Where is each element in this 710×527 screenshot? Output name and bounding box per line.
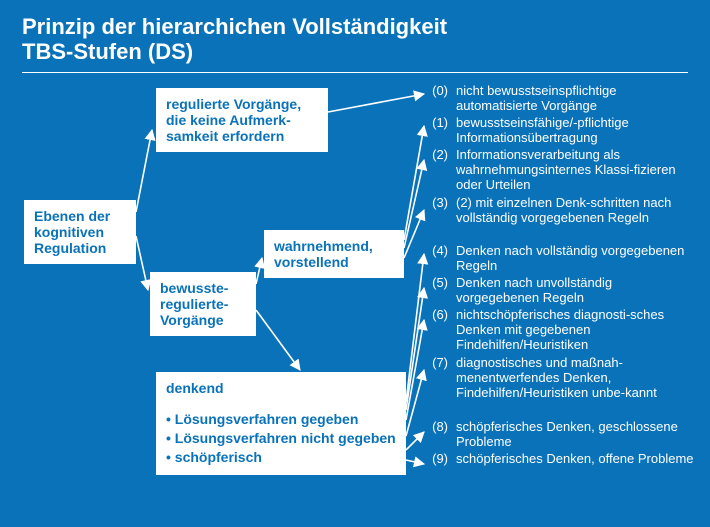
box-unregulated: regulierte Vorgänge, die keine Aufmerk-s… xyxy=(156,88,328,152)
level-text: nicht bewusstseinspflichtige automatisie… xyxy=(456,84,694,114)
title-line-1: Prinzip der hierarchichen Vollständigkei… xyxy=(22,14,447,39)
arrow xyxy=(404,126,424,240)
level-text: nichtschöpferisches diagnosti-sches Denk… xyxy=(456,308,694,353)
level-item: (3) (2) mit einzelnen Denk-schritten nach… xyxy=(428,196,694,226)
arrow xyxy=(404,160,424,248)
level-number: (8) xyxy=(428,420,448,450)
level-item: (2) Informationsverarbeitung als wahrnehm… xyxy=(428,148,694,193)
level-item: (4) Denken nach vollständig vorgegebenen … xyxy=(428,244,694,274)
level-text: schöpferisches Denken, geschlossene Prob… xyxy=(456,420,694,450)
box-wahrnehmend: wahrnehmend, vorstellend xyxy=(264,230,404,278)
level-number: (5) xyxy=(428,276,448,306)
box-bewusst: bewusste-regulierte-Vorgänge xyxy=(150,272,256,336)
level-number: (4) xyxy=(428,244,448,274)
arrow xyxy=(406,370,424,436)
level-number: (7) xyxy=(428,356,448,401)
arrow xyxy=(256,310,300,370)
level-item: (5) Denken nach unvollständig vorgegebene… xyxy=(428,276,694,306)
arrow xyxy=(406,320,424,420)
denkend-bullet: Lösungsverfahren nicht gegeben xyxy=(166,429,396,448)
level-text: Denken nach vollständig vorgegebenen Reg… xyxy=(456,244,694,274)
arrow xyxy=(136,130,152,212)
level-text: Denken nach unvollständig vorgegebenen R… xyxy=(456,276,694,306)
denkend-bullet: Lösungsverfahren gegeben xyxy=(166,410,396,429)
denkend-bullets: Lösungsverfahren gegebenLösungsverfahren… xyxy=(166,410,396,467)
arrow xyxy=(406,432,424,450)
box-root: Ebenen der kognitiven Regulation xyxy=(24,200,136,264)
box-denkend: denkend Lösungsverfahren gegebenLösungsv… xyxy=(156,372,406,475)
arrow xyxy=(328,94,424,112)
arrow xyxy=(256,258,262,284)
arrow xyxy=(406,460,424,464)
level-text: diagnostisches und maßnah-menentwerfende… xyxy=(456,356,694,401)
level-item: (7) diagnostisches und maßnah-menentwerfe… xyxy=(428,356,694,401)
level-number: (3) xyxy=(428,196,448,226)
title-rule xyxy=(22,72,688,73)
level-item: (9) schöpferisches Denken, offene Problem… xyxy=(428,452,694,467)
arrow xyxy=(136,236,148,290)
level-text: bewusstseinsfähige/-pflichtige Informati… xyxy=(456,116,694,146)
title-line-2: TBS-Stufen (DS) xyxy=(22,39,447,64)
level-number: (6) xyxy=(428,308,448,353)
level-item: (0) nicht bewusstseinspflichtige automati… xyxy=(428,84,694,114)
level-text: (2) mit einzelnen Denk-schritten nach vo… xyxy=(456,196,694,226)
arrow xyxy=(406,254,424,402)
level-number: (0) xyxy=(428,84,448,114)
arrow xyxy=(404,210,424,258)
level-item: (1) bewusstseinsfähige/-pflichtige Inform… xyxy=(428,116,694,146)
page-title: Prinzip der hierarchichen Vollständigkei… xyxy=(22,14,447,65)
denkend-bullet: schöpferisch xyxy=(166,448,396,467)
level-item: (6) nichtschöpferisches diagnosti-sches D… xyxy=(428,308,694,353)
level-item: (8) schöpferisches Denken, geschlossene P… xyxy=(428,420,694,450)
level-number: (1) xyxy=(428,116,448,146)
level-text: Informationsverarbeitung als wahrnehmung… xyxy=(456,148,694,193)
box-denkend-title: denkend xyxy=(166,380,396,396)
level-number: (9) xyxy=(428,452,448,467)
level-number: (2) xyxy=(428,148,448,193)
arrow xyxy=(406,288,424,410)
diagram-canvas: Prinzip der hierarchichen Vollständigkei… xyxy=(0,0,710,527)
level-text: schöpferisches Denken, offene Probleme xyxy=(456,452,694,467)
